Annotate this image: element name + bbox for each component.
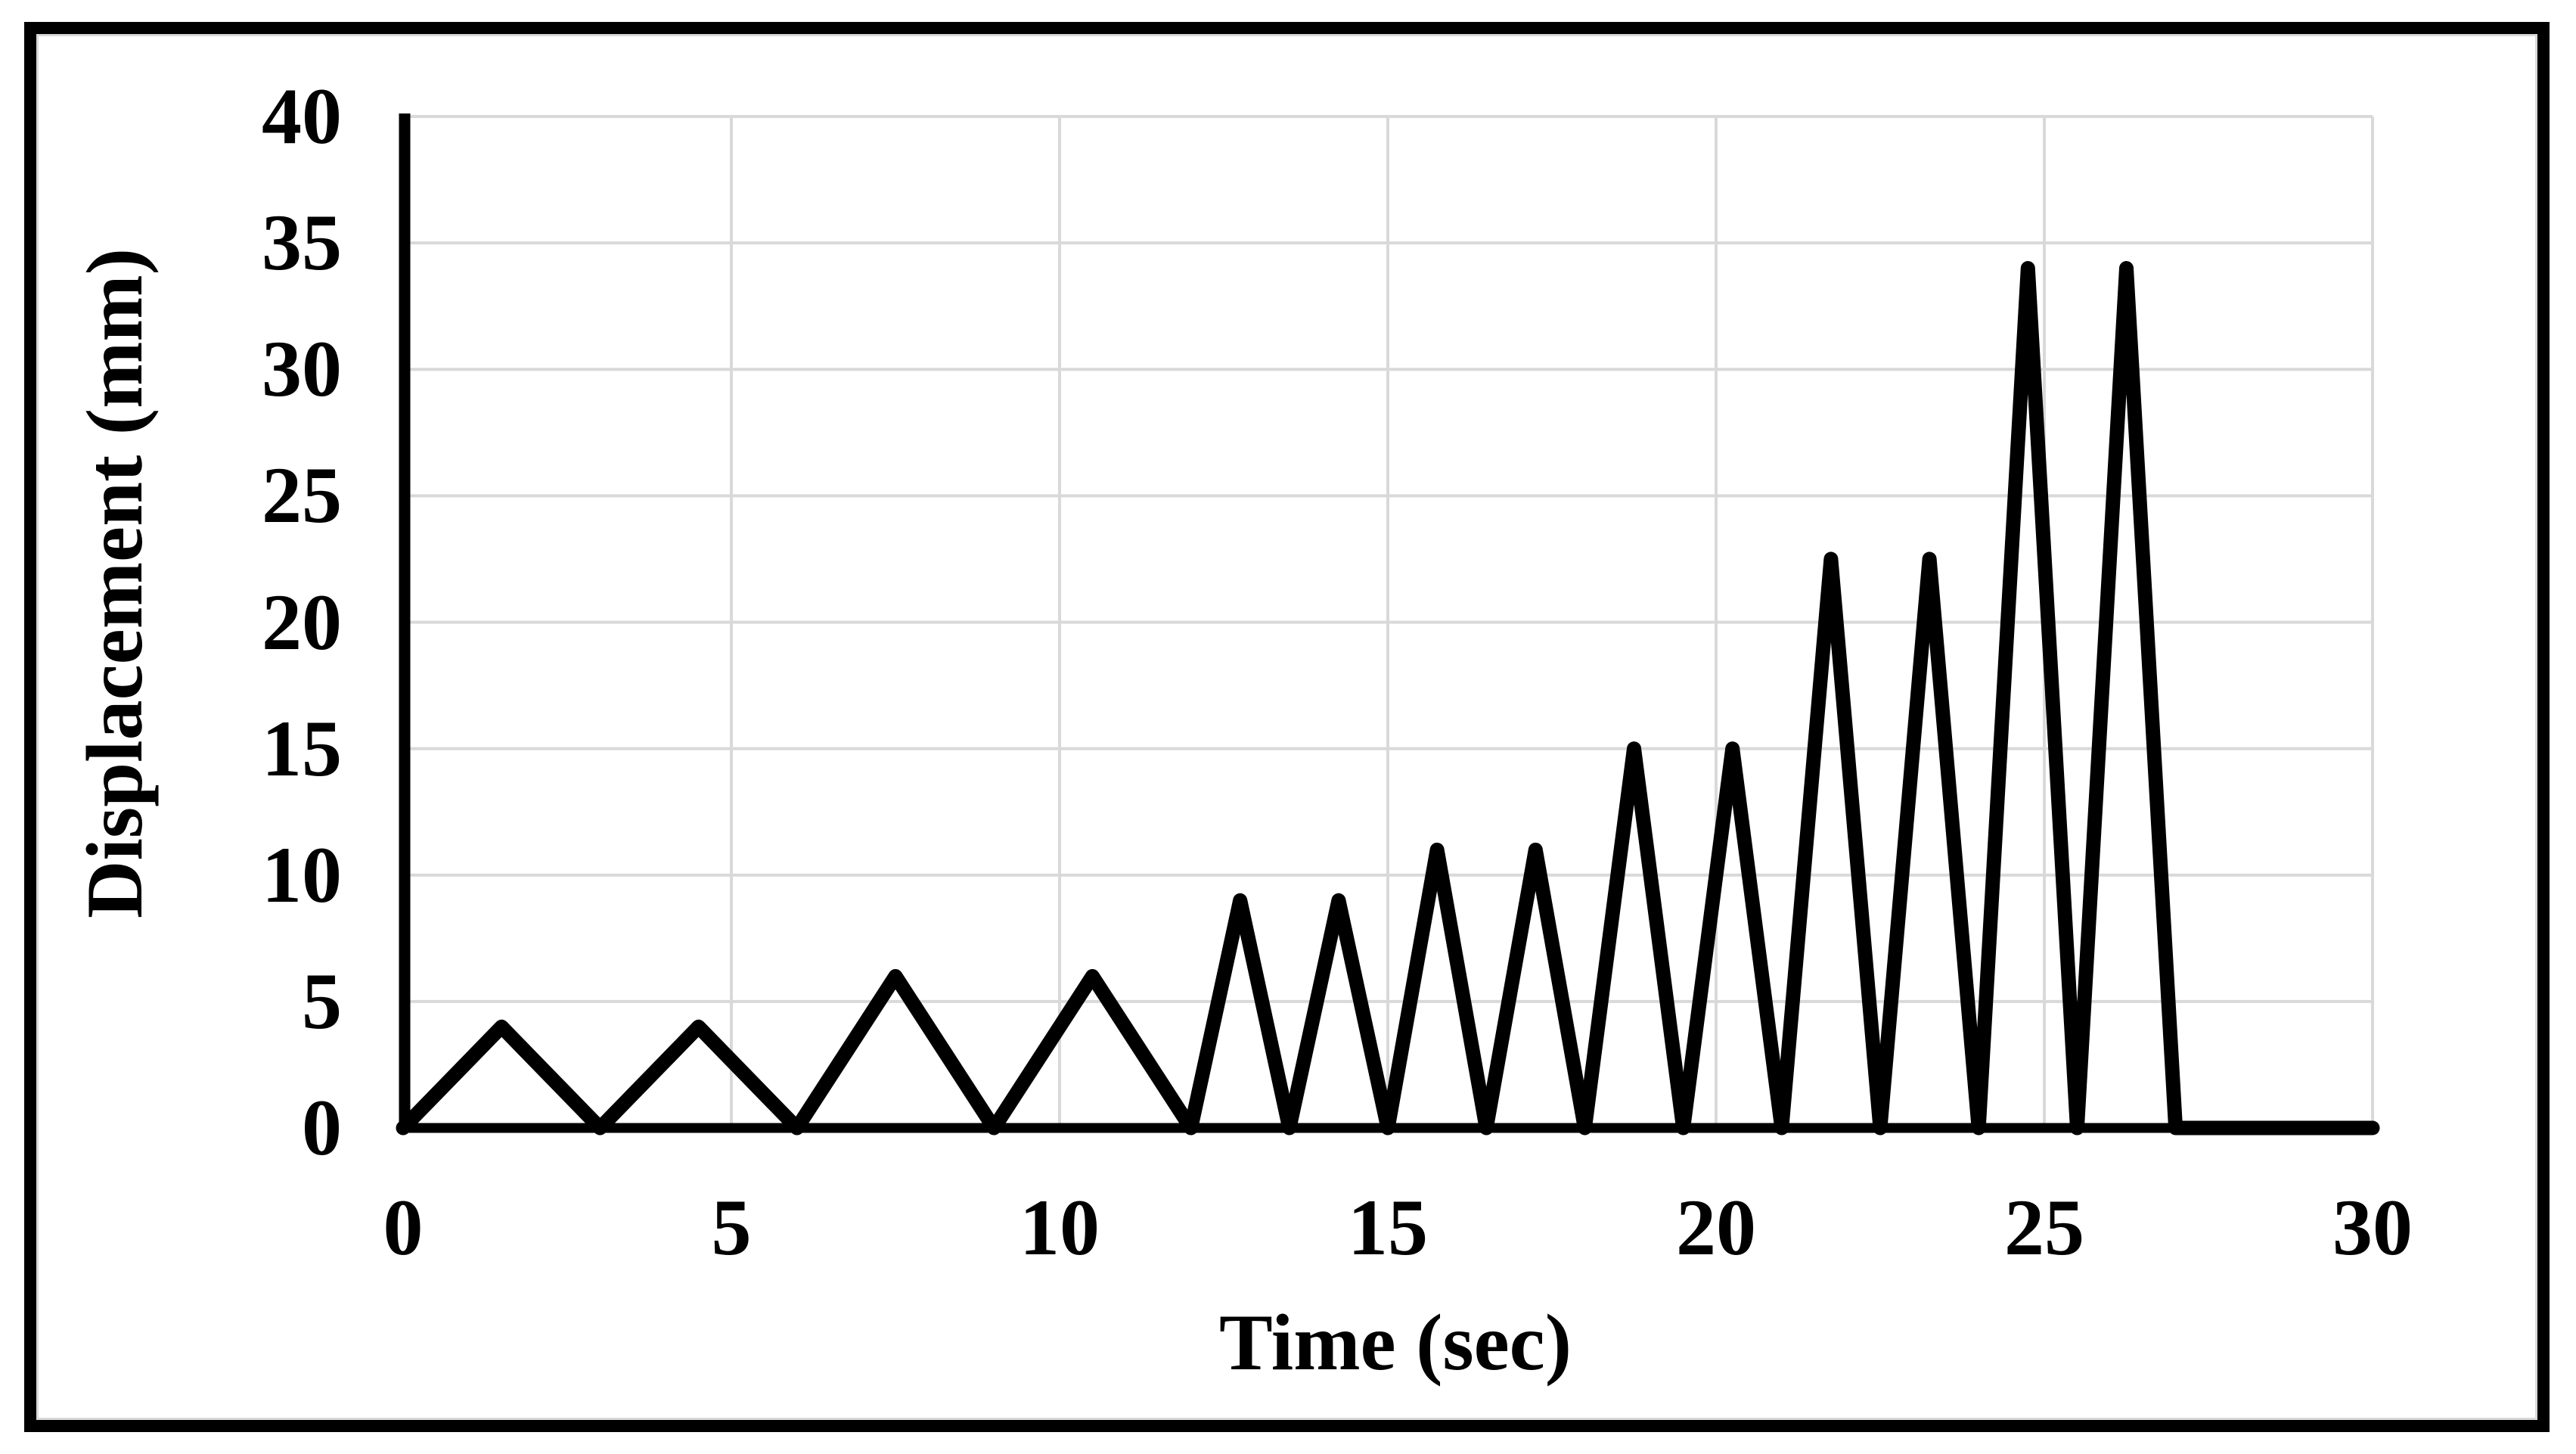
y-tick-label: 5 (302, 956, 342, 1045)
y-tick-label: 40 (262, 72, 342, 160)
gridlines (403, 115, 2374, 1128)
figure-border-inner-outline (36, 34, 2537, 1420)
y-tick-label: 15 (262, 704, 342, 793)
x-tick-label: 0 (383, 1183, 424, 1272)
y-tick-label: 10 (262, 830, 342, 919)
y-tick-label: 25 (262, 451, 342, 540)
y-tick-label: 35 (262, 198, 342, 287)
y-tick-label: 20 (262, 577, 342, 666)
x-tick-label: 15 (1348, 1183, 1428, 1272)
x-tick-label: 30 (2332, 1183, 2413, 1272)
y-tick-label: 30 (262, 325, 342, 414)
y-axis-title: Displacement (mm) (70, 247, 159, 919)
y-tick-label: 0 (302, 1083, 342, 1172)
x-tick-label: 5 (711, 1183, 752, 1272)
x-tick-label: 20 (1676, 1183, 1756, 1272)
figure-border (24, 22, 2550, 1432)
x-tick-label: 25 (2004, 1183, 2084, 1272)
displacement-curve (396, 261, 2380, 1136)
series-layer (396, 261, 2380, 1136)
x-tick-label: 10 (1020, 1183, 1100, 1272)
x-axis-title: Time (sec) (1218, 1298, 1572, 1387)
